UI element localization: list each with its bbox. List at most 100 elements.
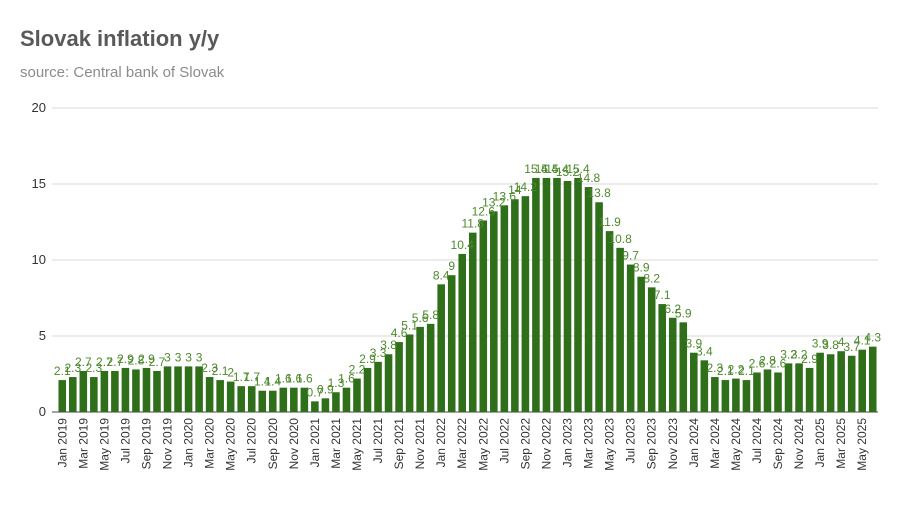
bar [637,276,645,412]
data-label: 2.2 [728,363,745,377]
bar [374,361,382,412]
bar [742,380,751,412]
bar [79,370,88,412]
x-tick-label: May 2020 [224,418,238,471]
bar [300,387,309,412]
y-tick-label: 0 [39,404,46,419]
data-label: 2.2 [349,363,366,377]
bar [68,377,77,412]
data-label: 2.1 [717,364,734,378]
data-label: 5.6 [412,311,429,325]
data-label: 5.1 [401,318,418,332]
x-tick-label: Jan 2019 [55,418,69,468]
bar [805,367,814,412]
x-tick-label: Jan 2025 [813,418,827,468]
bar [216,380,224,412]
bar [363,367,372,412]
bar [311,401,319,412]
data-label: 2.7 [96,355,113,369]
bar [121,367,130,412]
bar [795,363,803,412]
bar [205,377,214,412]
bar [553,177,561,412]
bar [837,351,845,412]
bar [868,346,877,412]
bar [711,377,719,412]
data-label: 4.6 [391,326,408,340]
bar [384,354,393,412]
data-label: 5.8 [422,308,439,322]
data-label: 9.7 [622,249,639,263]
bar [521,196,530,412]
data-label: 3 [164,350,171,364]
bar [563,180,572,412]
data-label: 2.1 [212,364,229,378]
bar [405,334,414,412]
data-label: 3 [196,350,203,364]
x-tick-label: Mar 2022 [455,418,469,469]
data-label: 0.9 [317,382,334,396]
data-label: 2.7 [107,355,124,369]
bar [479,220,488,412]
x-tick-label: May 2022 [476,418,490,471]
bar [174,366,182,412]
data-label: 8.9 [633,261,650,275]
data-label: 3.7 [843,340,860,354]
data-label: 1.4 [254,375,271,389]
data-label: 13.8 [587,186,611,200]
bar [784,363,793,412]
data-label: 4.1 [854,334,871,348]
data-label: 3 [175,350,182,364]
bar [195,366,203,412]
data-label: 11.8 [462,217,485,231]
x-axis-ticks: Jan 2019 Mar 2019 May 2019 Jul 2019 Sep 2019… [55,418,869,471]
bar [426,323,435,412]
chart-subtitle: source: Central bank of Slovak [20,64,225,81]
bar [332,392,340,412]
data-label: 1.7 [243,370,260,384]
bar [532,177,540,412]
bar [826,354,835,412]
bar [58,380,67,412]
data-label: 2.6 [770,356,787,370]
x-tick-label: Mar 2024 [708,418,722,469]
bar [247,386,256,412]
x-tick-label: Jan 2024 [687,418,701,468]
data-label: 7.1 [654,288,671,302]
bar [721,380,730,412]
x-tick-label: Nov 2024 [792,418,806,470]
bar [321,398,330,412]
bar [574,177,582,412]
x-tick-label: Jan 2021 [308,418,322,468]
x-tick-label: Jul 2023 [624,418,638,464]
data-label: 3.9 [812,337,829,351]
x-tick-label: May 2019 [97,418,111,471]
bar [90,377,98,412]
data-label: 2.3 [201,361,218,375]
bar [816,352,824,412]
data-label: 2.3 [707,361,724,375]
data-label: 15.4 [524,162,548,176]
data-label: 2.7 [149,355,166,369]
x-tick-label: Jul 2022 [497,418,511,464]
data-label: 12.6 [472,204,496,218]
x-tick-label: Nov 2021 [413,418,427,470]
bar [626,264,635,412]
bar [732,378,740,412]
x-tick-label: May 2023 [603,418,617,471]
bar [458,253,467,412]
data-label: 14.2 [514,180,538,194]
data-label: 2 [227,366,234,380]
bar [616,247,624,412]
bar [700,360,709,412]
bar [490,211,498,412]
data-labels: 2.12.32.72.32.72.72.92.82.92.73 3 3 32.32.1… [54,162,881,399]
bar [163,366,172,412]
bar [437,284,445,412]
data-label: 15.2 [556,165,580,179]
data-label: 1.6 [275,372,292,386]
y-tick-label: 15 [32,176,46,191]
data-label: 2.7 [75,355,92,369]
data-label: 3.2 [780,347,797,361]
